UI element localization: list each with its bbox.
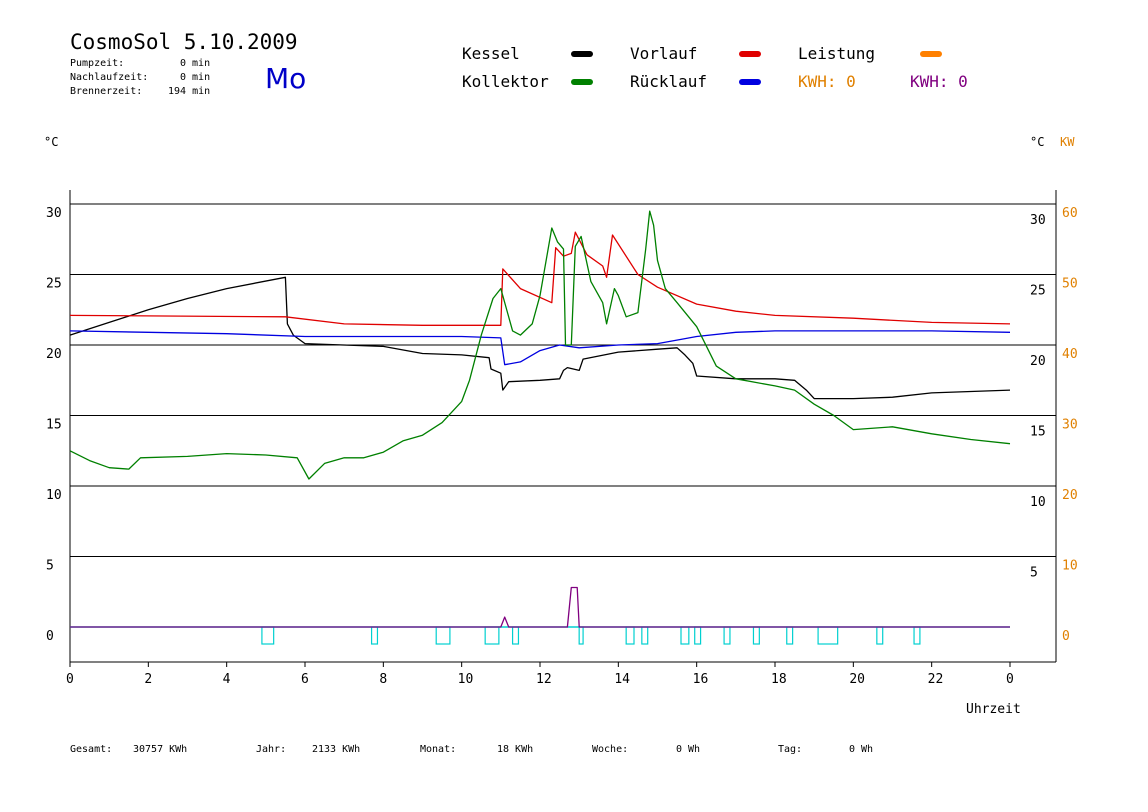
series-line-leistungtag (70, 586, 1010, 628)
unit-left-celsius: °C (44, 135, 59, 149)
kwh-leistung-label: KWH: 0 (798, 72, 856, 91)
footer-jahr-label: Jahr: (256, 744, 287, 755)
x-tick-label: 2 (144, 672, 152, 687)
y-right-kw-tick-label: 10 (1062, 559, 1078, 574)
pump-pulse (680, 626, 690, 645)
footer-jahr-value: 2133 KWh (312, 744, 361, 755)
y-right-kw-tick-label: 50 (1062, 277, 1078, 292)
pump-pulse (625, 626, 635, 645)
pump-pulse (723, 626, 731, 645)
legend-kollektor-label: Kollektor (462, 72, 549, 91)
y-right-c-tick-label: 20 (1030, 354, 1046, 369)
footer-gesamt-value: 30757 KWh (133, 744, 188, 755)
y-left-tick-label: 30 (46, 206, 62, 221)
x-tick-label: 0 (1006, 672, 1014, 687)
y-left-tick-label: 5 (46, 559, 54, 574)
stat-nachlaufzeit-label: Nachlaufzeit: (70, 72, 149, 83)
y-right-c-tick-label: 30 (1030, 213, 1046, 228)
series-line-rcklauf (69, 330, 1011, 366)
y-left-tick-label: 0 (46, 629, 54, 644)
x-tick-label: 14 (614, 672, 630, 687)
x-tick-label: 6 (301, 672, 309, 687)
chart-title: CosmoSol 5.10.2009 (70, 30, 298, 54)
pump-pulse (511, 626, 520, 645)
series-line-vorlauf (69, 231, 1011, 326)
y-right-kw-tick-label: 60 (1062, 206, 1078, 221)
legend-vorlauf-swatch (739, 51, 761, 57)
legend-ruecklauf-label: Rücklauf (630, 72, 708, 91)
legend-kessel-label: Kessel (462, 44, 520, 63)
y-left-tick-label: 25 (46, 277, 62, 292)
footer-monat-label: Monat: (420, 744, 457, 755)
x-tick-label: 22 (928, 672, 944, 687)
y-left-tick-label: 10 (46, 488, 62, 503)
y-right-c-tick-label: 25 (1030, 284, 1046, 299)
stat-pumpzeit-value: 0 min (180, 58, 211, 69)
pump-pulse (578, 626, 584, 645)
footer-gesamt-label: Gesamt: (70, 744, 113, 755)
pump-pulse (261, 626, 275, 645)
x-tick-label: 16 (693, 672, 709, 687)
pump-pulse (370, 626, 379, 645)
footer-monat-value: 18 KWh (497, 744, 534, 755)
x-tick-label: 10 (458, 672, 474, 687)
pump-pulse (876, 626, 884, 645)
kwh-tag-label: KWH: 0 (910, 72, 968, 91)
legend-leistung-swatch (920, 51, 942, 57)
footer-tag-label: Tag: (778, 744, 803, 755)
footer-woche-label: Woche: (592, 744, 629, 755)
x-tick-label: 20 (849, 672, 865, 687)
legend-vorlauf-label: Vorlauf (630, 44, 698, 63)
footer-woche-value: 0 Wh (676, 744, 701, 755)
series-line-kollektor (69, 210, 1011, 480)
legend-ruecklauf-swatch (739, 79, 761, 85)
x-tick-label: 0 (66, 672, 74, 687)
stat-brennerzeit-value: 194 min (168, 86, 211, 97)
pump-pulse (786, 626, 794, 645)
series-line-kessel (69, 276, 1011, 400)
legend-kessel-swatch (571, 51, 593, 57)
x-tick-label: 4 (223, 672, 231, 687)
stat-nachlaufzeit-value: 0 min (180, 72, 211, 83)
y-right-kw-tick-label: 30 (1062, 418, 1078, 433)
x-axis-label: Uhrzeit (966, 702, 1021, 717)
pump-pulse (752, 626, 760, 645)
unit-right-celsius: °C (1030, 135, 1045, 149)
y-right-kw-tick-label: 20 (1062, 488, 1078, 503)
y-right-kw-tick-label: 40 (1062, 347, 1078, 362)
legend-kollektor-swatch (571, 79, 593, 85)
x-tick-label: 8 (379, 672, 387, 687)
x-tick-label: 12 (536, 672, 552, 687)
y-right-c-tick-label: 5 (1030, 566, 1038, 581)
pump-pulse (484, 626, 500, 645)
x-tick-label: 18 (771, 672, 787, 687)
pump-pulse (817, 626, 839, 645)
unit-right-kw: KW (1060, 135, 1075, 149)
stat-brennerzeit-label: Brennerzeit: (70, 86, 143, 97)
y-right-c-tick-label: 15 (1030, 425, 1046, 440)
pump-pulse (694, 626, 702, 645)
weekday-label: Mo (265, 62, 307, 95)
legend-leistung-label: Leistung (798, 44, 876, 63)
pump-pulse (641, 626, 649, 645)
pump-pulse (913, 626, 921, 645)
footer-tag-value: 0 Wh (849, 744, 874, 755)
y-left-tick-label: 15 (46, 418, 62, 433)
y-left-tick-label: 20 (46, 347, 62, 362)
stat-pumpzeit-label: Pumpzeit: (70, 58, 125, 69)
pump-pulse (435, 626, 451, 645)
y-right-kw-tick-label: 0 (1062, 629, 1070, 644)
y-right-c-tick-label: 10 (1030, 495, 1046, 510)
